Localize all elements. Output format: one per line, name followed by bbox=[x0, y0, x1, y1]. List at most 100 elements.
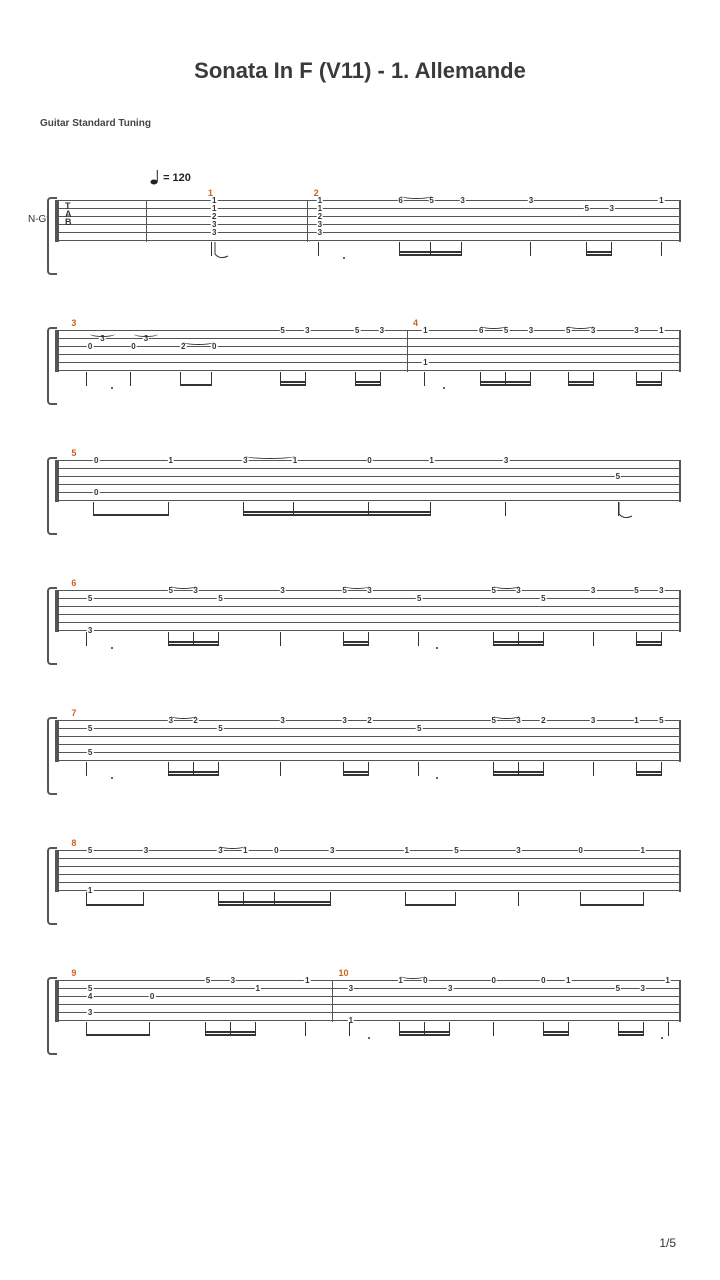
system-bracket bbox=[47, 977, 55, 1055]
tab-staff: 9543053111031103001531 bbox=[55, 980, 680, 1022]
fret-number: 5 bbox=[453, 847, 459, 855]
stem bbox=[86, 372, 87, 386]
system-bracket bbox=[47, 717, 55, 795]
tie-arc bbox=[494, 583, 519, 589]
beam bbox=[343, 644, 368, 646]
rhythm-layer bbox=[55, 892, 680, 914]
stem bbox=[455, 892, 456, 906]
beam bbox=[493, 771, 543, 773]
beam bbox=[636, 644, 661, 646]
barline-end bbox=[679, 720, 680, 762]
fret-number: 5 bbox=[416, 725, 422, 733]
beam bbox=[493, 644, 543, 646]
fret-number: 3 bbox=[590, 327, 596, 335]
fret-number: 5 bbox=[354, 327, 360, 335]
beam bbox=[168, 644, 218, 646]
stem bbox=[530, 242, 531, 256]
barline-end bbox=[679, 590, 680, 632]
stem bbox=[543, 632, 544, 646]
fret-number: 3 bbox=[348, 985, 354, 993]
fret-number: 5 bbox=[503, 327, 509, 335]
beam bbox=[86, 904, 142, 906]
tab-staff: 7553253325532315 bbox=[55, 720, 680, 762]
beam bbox=[636, 381, 661, 383]
fret-number: 5 bbox=[540, 595, 546, 603]
fret-number: 1 bbox=[304, 977, 310, 985]
fret-number: 5 bbox=[279, 327, 285, 335]
tie-arc bbox=[401, 973, 426, 979]
fret-number: 1 bbox=[254, 985, 260, 993]
fret-number: 3 bbox=[515, 587, 521, 595]
fret-number: 5 bbox=[87, 847, 93, 855]
stem bbox=[593, 372, 594, 386]
fret-number: 3 bbox=[329, 847, 335, 855]
beam bbox=[568, 384, 593, 386]
beam bbox=[343, 771, 368, 773]
stem bbox=[593, 762, 594, 776]
beam bbox=[618, 1034, 643, 1036]
fret-number: 1 bbox=[422, 327, 428, 335]
beam bbox=[280, 381, 305, 383]
fret-number: 5 bbox=[490, 587, 496, 595]
track-label: N-Gt bbox=[28, 214, 49, 225]
stem bbox=[211, 242, 212, 256]
barline bbox=[680, 720, 681, 762]
fret-number: 1 bbox=[640, 847, 646, 855]
barline-end bbox=[679, 980, 680, 1022]
fret-number: 3 bbox=[608, 205, 614, 213]
stem bbox=[330, 892, 331, 906]
fret-number: 5 bbox=[490, 717, 496, 725]
rhythm-dot bbox=[436, 647, 438, 649]
tab-system: 6535353535535353 bbox=[55, 590, 680, 662]
stem bbox=[168, 502, 169, 516]
stem bbox=[661, 242, 662, 256]
barline bbox=[332, 980, 333, 1022]
fret-number: 1 bbox=[168, 457, 174, 465]
stem bbox=[218, 632, 219, 646]
fret-number: 1 bbox=[428, 457, 434, 465]
fret-number: 3 bbox=[447, 985, 453, 993]
stem bbox=[380, 372, 381, 386]
fret-number: 3 bbox=[230, 977, 236, 985]
rhythm-dot bbox=[343, 257, 345, 259]
fret-number: 0 bbox=[211, 343, 217, 351]
rhythm-layer bbox=[55, 502, 680, 524]
beam bbox=[636, 774, 661, 776]
fret-number: 5 bbox=[205, 977, 211, 985]
barline bbox=[680, 590, 681, 632]
stem bbox=[568, 1022, 569, 1036]
fret-number: 5 bbox=[168, 587, 174, 595]
fret-number: 4 bbox=[87, 993, 93, 1001]
stem bbox=[305, 1022, 306, 1036]
fret-number: 5 bbox=[341, 587, 347, 595]
beam bbox=[480, 384, 530, 386]
stem bbox=[255, 1022, 256, 1036]
stem bbox=[368, 632, 369, 646]
beam bbox=[399, 1031, 449, 1033]
fret-number: 5 bbox=[584, 205, 590, 213]
rhythm-layer bbox=[55, 632, 680, 654]
fret-number: 0 bbox=[93, 489, 99, 497]
beam bbox=[355, 381, 380, 383]
fret-number: 2 bbox=[366, 717, 372, 725]
fret-number: 3 bbox=[317, 229, 323, 237]
stem bbox=[86, 632, 87, 646]
fret-number: 3 bbox=[503, 457, 509, 465]
stem bbox=[368, 762, 369, 776]
stem bbox=[349, 1022, 350, 1036]
tie-arc bbox=[245, 453, 295, 459]
rhythm-layer bbox=[55, 242, 680, 264]
fret-number: 5 bbox=[428, 197, 434, 205]
fret-number: 3 bbox=[366, 587, 372, 595]
fret-number: 5 bbox=[658, 717, 664, 725]
system-bracket bbox=[47, 847, 55, 925]
beam bbox=[480, 381, 530, 383]
fret-number: 2 bbox=[180, 343, 186, 351]
fret-number: 3 bbox=[242, 457, 248, 465]
beam bbox=[586, 251, 611, 253]
fret-number: 1 bbox=[658, 327, 664, 335]
stem bbox=[280, 762, 281, 776]
rhythm-dot bbox=[443, 387, 445, 389]
beam bbox=[399, 1034, 449, 1036]
fret-number: 5 bbox=[615, 985, 621, 993]
